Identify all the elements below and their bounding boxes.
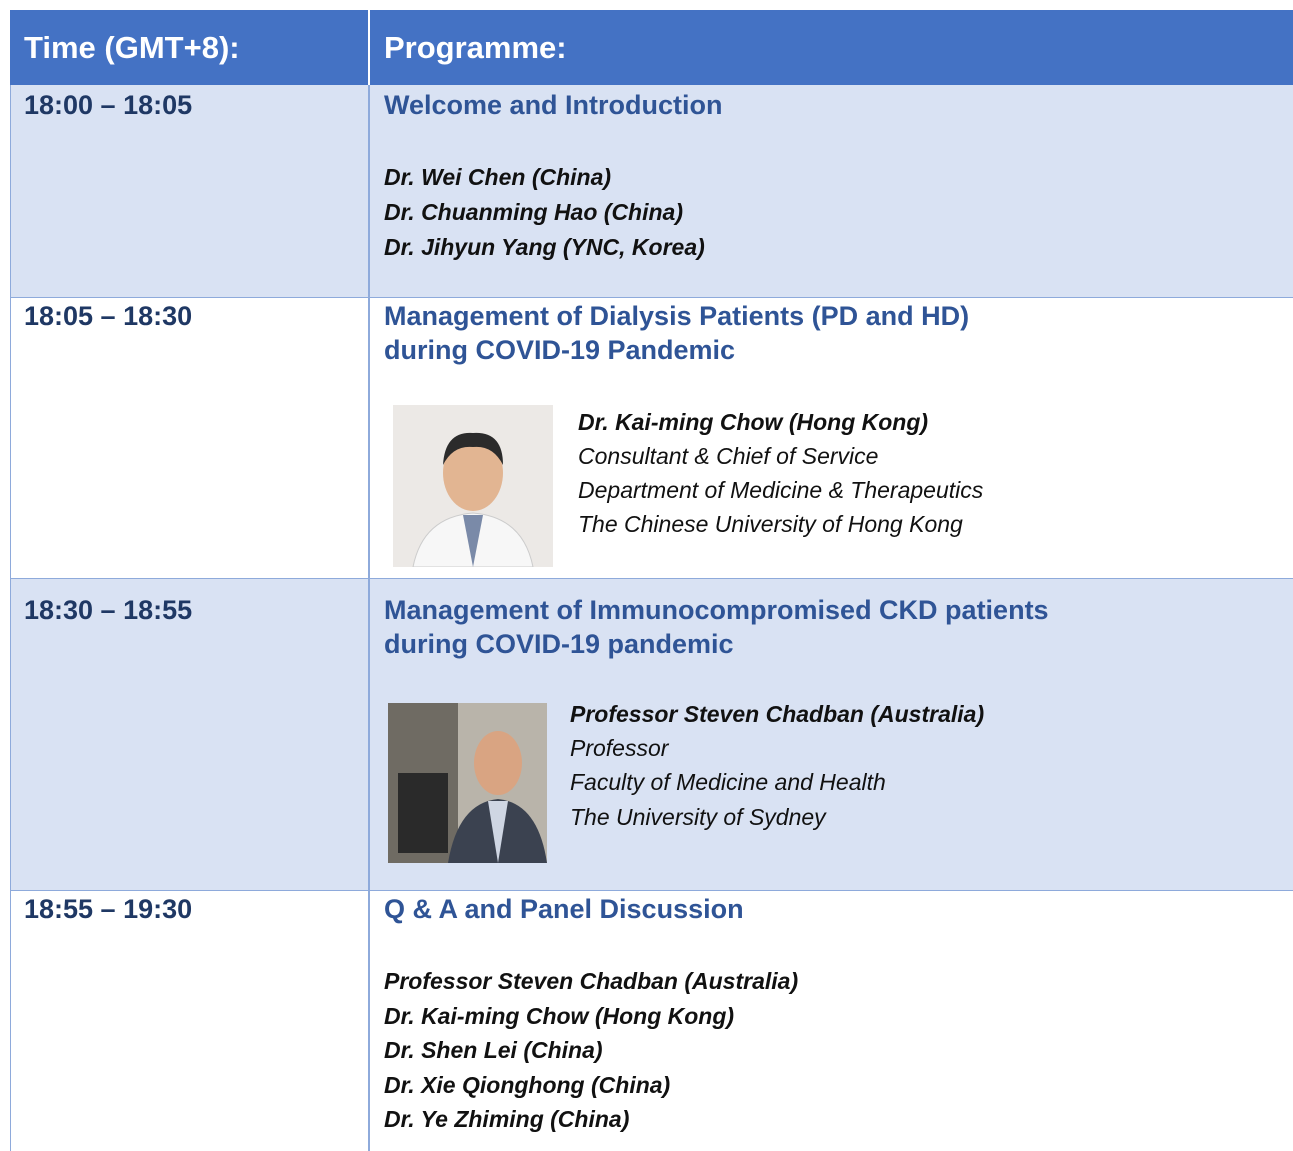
- speaker-photo: [388, 703, 547, 863]
- border: [10, 890, 1293, 891]
- time: 18:00 – 18:05: [24, 90, 193, 120]
- session-title: during COVID-19 Pandemic: [384, 335, 736, 365]
- speaker-role: Professor: [570, 735, 669, 761]
- header-time: Time (GMT+8):: [24, 30, 240, 65]
- border: [10, 578, 1293, 579]
- row-bg: [10, 578, 1293, 890]
- speaker-role: The University of Sydney: [570, 804, 826, 830]
- speaker-role: The Chinese University of Hong Kong: [578, 511, 963, 537]
- session-title: Welcome and Introduction: [384, 90, 723, 120]
- border: [368, 10, 370, 85]
- speaker-role: Consultant & Chief of Service: [578, 443, 879, 469]
- speaker-name: Dr. Kai-ming Chow (Hong Kong): [578, 409, 929, 435]
- speaker: Dr. Ye Zhiming (China): [384, 1106, 630, 1132]
- speaker: Dr. Wei Chen (China): [384, 164, 612, 190]
- time: 18:30 – 18:55: [24, 595, 193, 625]
- border: [10, 297, 1293, 298]
- speaker: Dr. Jihyun Yang (YNC, Korea): [384, 234, 705, 260]
- speaker: Dr. Kai-ming Chow (Hong Kong): [384, 1003, 735, 1029]
- speaker: Professor Steven Chadban (Australia): [384, 968, 799, 994]
- row-bg: [10, 890, 1293, 1151]
- speaker-role: Department of Medicine & Therapeutics: [578, 477, 984, 503]
- time: 18:05 – 18:30: [24, 301, 193, 331]
- session-title: Q & A and Panel Discussion: [384, 894, 744, 924]
- time: 18:55 – 19:30: [24, 894, 193, 924]
- speaker-name: Professor Steven Chadban (Australia): [570, 701, 985, 727]
- row-bg: [10, 297, 1293, 578]
- session-title: Management of Dialysis Patients (PD and …: [384, 301, 970, 331]
- speaker: Dr. Chuanming Hao (China): [384, 199, 683, 225]
- header-row: [10, 10, 1293, 85]
- session-title: during COVID-19 pandemic: [384, 629, 734, 659]
- border: [10, 85, 11, 1151]
- speaker-photo: [393, 405, 553, 567]
- header-programme: Programme:: [384, 30, 567, 65]
- speaker: Dr. Xie Qionghong (China): [384, 1072, 671, 1098]
- session-title: Management of Immunocompromised CKD pati…: [384, 595, 1049, 625]
- border: [368, 85, 370, 1151]
- speaker-role: Faculty of Medicine and Health: [570, 769, 886, 795]
- speaker: Dr. Shen Lei (China): [384, 1037, 603, 1063]
- row-bg: [10, 85, 1293, 297]
